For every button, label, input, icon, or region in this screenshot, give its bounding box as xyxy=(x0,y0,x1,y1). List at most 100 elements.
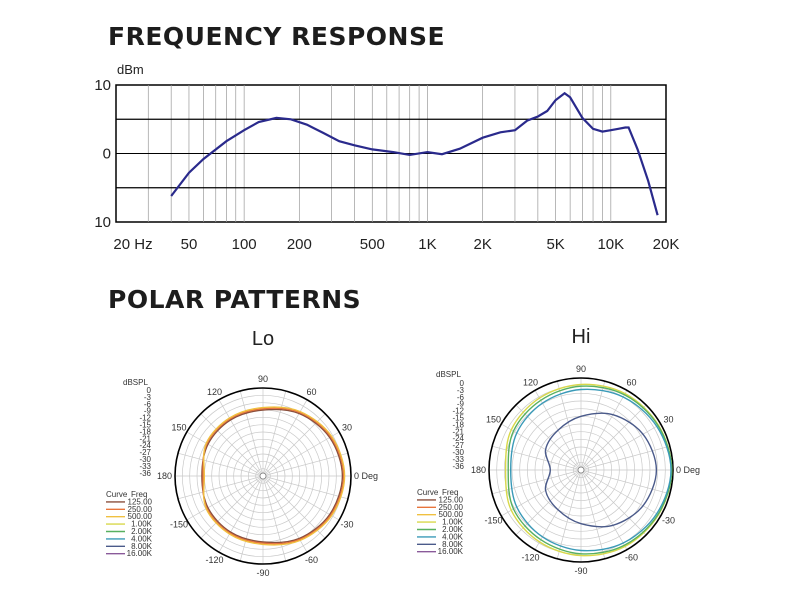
polar-level-tick: -18 xyxy=(452,420,464,429)
polar-level-tick: -15 xyxy=(452,414,464,423)
polar-level-tick: -12 xyxy=(452,407,464,416)
polar-spoke xyxy=(262,475,326,539)
polar-level-tick: -24 xyxy=(452,434,464,443)
polar-spoke xyxy=(262,475,340,521)
polar-spoke xyxy=(262,475,287,562)
polar-angle-label: 180 xyxy=(471,465,486,475)
polar-angle-label: -120 xyxy=(205,555,223,565)
polar-angle-label: 60 xyxy=(626,378,636,388)
polar-legend-freq: 500.00 xyxy=(128,512,153,521)
frequency-response-title: FREQUENCY RESPONSE xyxy=(108,22,446,51)
polar-legend-curve-header: Curve xyxy=(106,490,128,499)
polar-spoke xyxy=(262,390,287,477)
polar-spoke xyxy=(580,423,661,471)
fr-x-ticks: 20 Hz 50 100 200 500 1K 2K 5K 10K 20K xyxy=(113,236,679,253)
polar-spoke xyxy=(186,431,264,477)
polar-hi-grid xyxy=(488,377,674,563)
fr-x-tick-label: 20K xyxy=(653,236,680,253)
fr-x-tick-label: 50 xyxy=(181,236,198,253)
polar-level-tick: -24 xyxy=(139,441,151,450)
polar-spoke xyxy=(239,475,264,562)
polar-legend-freq: 2.00K xyxy=(131,527,153,536)
fr-x-tick-label: 200 xyxy=(287,236,312,253)
polar-legend-freq: 250.00 xyxy=(128,505,153,514)
polar-spoke xyxy=(580,469,606,559)
fr-x-tick-label: 10K xyxy=(597,236,624,253)
fr-y-tick-label: 0 xyxy=(103,146,111,163)
polar-spoke xyxy=(492,469,582,495)
polar-angle-label: -90 xyxy=(574,566,587,576)
polar-spoke xyxy=(186,475,264,521)
polar-spoke xyxy=(580,469,628,550)
polar-level-tick: 0 xyxy=(460,379,465,388)
polar-angle-label: -120 xyxy=(521,552,539,562)
polar-spoke xyxy=(262,475,349,500)
polar-level-tick: -6 xyxy=(457,393,465,402)
polar-curve-4-00k xyxy=(509,388,672,552)
polar-spoke xyxy=(262,452,349,477)
polar-lo-level-scale: 0-3-6-9-12-15-18-21-24-27-30-33-36 xyxy=(139,386,151,478)
polar-lo-curves xyxy=(201,406,346,546)
polar-angle-label: -90 xyxy=(256,568,269,578)
polar-level-tick: 0 xyxy=(147,386,152,395)
polar-spoke xyxy=(200,413,264,477)
polar-hi-level-scale: 0-3-6-9-12-15-18-21-24-27-30-33-36 xyxy=(452,379,464,471)
polar-angle-label: 60 xyxy=(306,387,316,397)
polar-spoke xyxy=(515,404,582,471)
polar-angle-label: 30 xyxy=(663,415,673,425)
fr-y-unit-label: dBm xyxy=(117,62,144,77)
polar-legend-freq: 1.00K xyxy=(442,518,464,527)
polar-angle-label: 0 Deg xyxy=(354,471,378,481)
polar-angle-label: -150 xyxy=(170,520,188,530)
polar-level-tick: -30 xyxy=(139,455,151,464)
polar-spoke xyxy=(580,381,606,471)
polar-level-tick: -30 xyxy=(452,448,464,457)
polar-chart-hi: Hi dBSPL 0-3-6-9-12-15-18-21-24-27-30-33… xyxy=(417,326,700,576)
polar-angle-label: -60 xyxy=(305,555,318,565)
polar-legend-freq: 16.00K xyxy=(438,547,464,556)
polar-legend-freq: 1.00K xyxy=(131,520,153,529)
polar-legend-freq: 125.00 xyxy=(439,495,464,504)
polar-hi-angle-labels: 90 60 30 0 Deg -30 -60 -90 -120 -150 180 150 120 xyxy=(471,364,700,576)
polar-angle-label: 120 xyxy=(207,387,222,397)
polar-level-tick: -33 xyxy=(452,455,464,464)
polar-spoke xyxy=(580,469,647,536)
fr-x-tick-label: 500 xyxy=(360,236,385,253)
polar-legend-freq: 16.00K xyxy=(127,549,153,558)
polar-level-tick: -9 xyxy=(144,407,152,416)
polar-chart-lo: Lo dBSPL 0-3-6-9-12-15-18-21-24-27-30-33… xyxy=(106,328,378,578)
polar-angle-label: 120 xyxy=(523,378,538,388)
polar-angle-label: 0 Deg xyxy=(676,465,700,475)
polar-spoke xyxy=(200,475,264,539)
polar-legend-freq: 8.00K xyxy=(131,542,153,551)
polar-spoke xyxy=(218,475,264,553)
polar-hi-dbspl-label: dBSPL xyxy=(436,370,461,379)
polar-spoke xyxy=(556,469,582,559)
polar-curve-8-00k xyxy=(544,412,658,528)
polar-level-tick: -3 xyxy=(457,386,465,395)
polar-level-tick: -21 xyxy=(452,427,464,436)
fr-x-tick-label: 100 xyxy=(232,236,257,253)
polar-hi-legend: Curve Freq125.00250.00500.001.00K2.00K4.0… xyxy=(417,488,464,556)
polar-legend-freq: 500.00 xyxy=(439,510,464,519)
polar-angle-label: 150 xyxy=(486,415,501,425)
polar-level-tick: -15 xyxy=(139,421,151,430)
polar-angle-label: 150 xyxy=(171,423,186,433)
polar-center xyxy=(259,472,267,480)
polar-angle-label: 90 xyxy=(258,374,268,384)
polar-level-tick: -6 xyxy=(144,400,152,409)
polar-curve-1-00k xyxy=(504,383,673,557)
polar-legend-freq: 250.00 xyxy=(439,503,464,512)
polar-curve-2-00k xyxy=(507,385,673,555)
polar-hi-curves xyxy=(504,383,673,557)
polar-spoke xyxy=(262,431,340,477)
polar-spoke xyxy=(515,469,582,536)
polar-angle-label: 180 xyxy=(157,471,172,481)
polar-level-tick: -36 xyxy=(452,462,464,471)
polar-lo-angle-labels: 90 60 30 0 Deg -30 -60 -90 -120 -150 180 150 120 xyxy=(157,374,378,578)
polar-level-tick: -21 xyxy=(139,434,151,443)
polar-angle-label: 30 xyxy=(342,423,352,433)
fr-x-tick-label: 2K xyxy=(473,236,491,253)
